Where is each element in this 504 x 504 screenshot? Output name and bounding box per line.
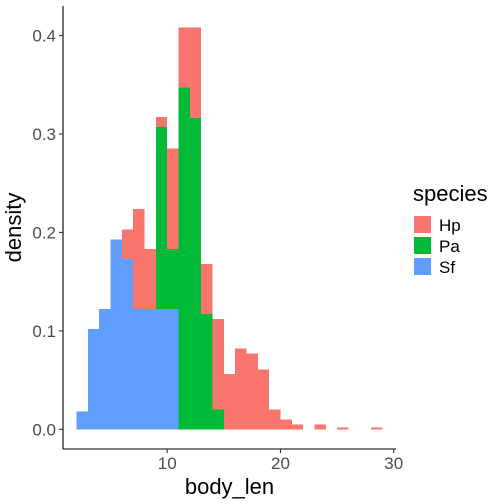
bar-hp-bin-15	[223, 374, 236, 430]
bar-sf-bin-10	[167, 309, 179, 430]
bar-sf-bin-8	[144, 309, 156, 430]
x-tick-label: 30	[384, 454, 403, 473]
bar-pa-bin-12	[189, 118, 202, 430]
bar-hp-bin-13	[201, 263, 213, 315]
bar-sf-bin-5	[110, 239, 122, 430]
bar-hp-bin-7	[133, 208, 145, 310]
bar-hp-bin-20	[280, 419, 292, 430]
legend-label-pa: Pa	[439, 237, 460, 256]
x-tick-label: 10	[158, 454, 177, 473]
bar-hp-bin-25	[337, 427, 349, 430]
bar-sf-bin-3	[87, 328, 100, 430]
bar-hp-bin-11	[178, 27, 190, 88]
bar-pa-bin-13	[201, 314, 213, 430]
histogram-bars	[76, 27, 383, 430]
legend-label-hp: Hp	[439, 216, 461, 235]
bar-hp-bin-16	[235, 348, 247, 430]
bar-hp-bin-14	[212, 319, 224, 410]
y-axis-ticks: 0.0 0.1 0.2 0.3 0.4	[32, 27, 63, 439]
y-tick-label: 0.0	[32, 420, 56, 439]
y-tick-label: 0.3	[32, 125, 56, 144]
bar-hp-bin-17	[246, 353, 258, 430]
legend-key-pa	[414, 237, 431, 254]
bar-hp-bin-18	[257, 369, 270, 430]
y-tick-label: 0.4	[32, 27, 56, 46]
legend-key-sf	[414, 258, 431, 275]
legend-label-sf: Sf	[439, 258, 455, 277]
bar-sf-bin-4	[99, 309, 111, 430]
bar-sf-bin-6	[121, 259, 134, 430]
bar-hp-bin-6	[121, 229, 134, 260]
x-tick-label: 20	[271, 454, 290, 473]
legend: species Hp Pa Sf	[413, 181, 488, 277]
bar-sf-bin-7	[133, 309, 145, 430]
bar-hp-bin-21	[291, 424, 304, 430]
bar-hp-bin-12	[189, 27, 202, 119]
y-tick-label: 0.2	[32, 223, 56, 242]
bar-pa-bin-10	[167, 249, 179, 310]
bar-sf-bin-9	[155, 309, 168, 430]
bar-hp-bin-8	[144, 249, 156, 310]
y-tick-label: 0.1	[32, 322, 56, 341]
bar-sf-bin-2	[76, 411, 88, 430]
bar-hp-bin-23	[314, 424, 326, 430]
y-axis-title: density	[1, 193, 26, 263]
bar-pa-bin-9	[155, 127, 168, 310]
bar-hp-bin-9	[155, 117, 168, 128]
legend-title: species	[413, 181, 488, 206]
bar-pa-bin-14	[212, 409, 224, 430]
bar-hp-bin-19	[269, 409, 281, 430]
x-axis-title: body_len	[185, 474, 274, 499]
bar-hp-bin-10	[167, 148, 179, 250]
legend-items: Hp Pa Sf	[414, 216, 461, 277]
bar-hp-bin-28	[371, 427, 383, 430]
x-axis-ticks: 10 20 30	[158, 449, 403, 473]
bar-pa-bin-11	[178, 87, 190, 430]
legend-key-hp	[414, 216, 431, 233]
